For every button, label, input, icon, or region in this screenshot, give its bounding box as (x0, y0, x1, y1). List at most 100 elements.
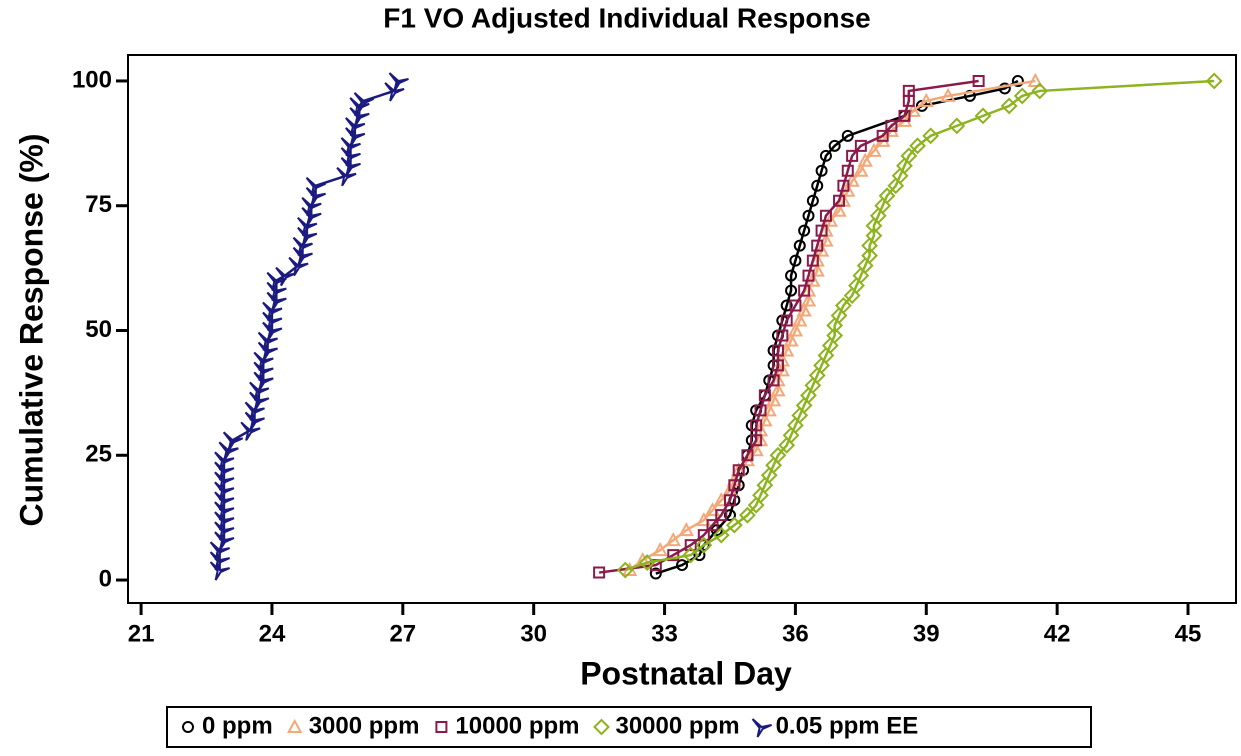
marker (725, 516, 743, 534)
marker (780, 299, 793, 312)
marker (244, 411, 265, 431)
marker (834, 297, 852, 314)
marker (787, 322, 804, 337)
legend-label: 10000 ppm (455, 712, 579, 739)
marker (340, 137, 361, 157)
marker (885, 119, 898, 132)
series-line (598, 79, 979, 574)
y-tick-label: 75 (85, 191, 112, 218)
legend-label: 0 ppm (202, 712, 273, 739)
marker (819, 149, 832, 162)
x-tick-label: 42 (1044, 620, 1071, 647)
marker (898, 109, 911, 122)
marker (771, 344, 784, 357)
marker (1027, 72, 1044, 87)
marker (652, 542, 668, 557)
marker (209, 561, 231, 581)
marker (806, 254, 819, 267)
marker (974, 107, 992, 125)
marker (806, 194, 819, 207)
series-line (628, 79, 1036, 572)
marker (349, 97, 370, 117)
marker (1011, 74, 1024, 87)
marker (831, 202, 847, 217)
marker (297, 216, 318, 237)
marker (754, 404, 767, 417)
marker (305, 186, 326, 207)
marker (802, 209, 815, 222)
x-axis-label: Postnatal Day (580, 655, 792, 691)
marker (1000, 97, 1018, 115)
legend-item: 10000 ppm (435, 712, 579, 739)
marker (918, 92, 934, 107)
marker (802, 269, 815, 282)
marker (780, 314, 793, 327)
marker (262, 321, 283, 342)
marker (972, 74, 985, 87)
marker (792, 312, 808, 327)
marker (846, 149, 859, 162)
marker (676, 559, 688, 572)
marker (649, 567, 662, 580)
marker (214, 481, 235, 501)
marker (865, 227, 883, 245)
chart-title: F1 VO Adjusted Individual Response (383, 2, 870, 33)
marker (214, 521, 235, 541)
marker (257, 331, 278, 352)
marker (240, 421, 261, 441)
legend-label: 30000 ppm (615, 712, 739, 739)
marker (214, 511, 235, 531)
marker (826, 327, 844, 344)
marker (253, 371, 274, 391)
legend-label: 3000 ppm (309, 712, 420, 739)
marker (767, 374, 780, 387)
marker (665, 532, 681, 547)
marker (857, 152, 873, 167)
y-tick-label: 50 (85, 316, 112, 343)
marker (853, 162, 869, 177)
marker (723, 509, 736, 522)
marker (815, 224, 828, 237)
marker (435, 721, 448, 733)
marker (785, 269, 798, 282)
marker (828, 139, 841, 152)
y-tick-label: 0 (99, 565, 112, 592)
series-line (655, 79, 1019, 575)
marker (922, 127, 940, 145)
marker (948, 117, 966, 135)
marker (593, 718, 610, 736)
marker (214, 491, 235, 511)
marker (769, 446, 787, 464)
marker (800, 292, 817, 307)
marker (771, 359, 784, 372)
y-tick-label: 100 (72, 66, 112, 93)
marker (214, 471, 235, 491)
marker (715, 509, 728, 522)
marker (750, 434, 763, 447)
marker (209, 551, 231, 571)
marker (1205, 72, 1223, 90)
marker (253, 351, 274, 371)
marker (214, 461, 235, 481)
marker (998, 82, 1011, 95)
marker (837, 179, 850, 192)
marker (345, 127, 366, 147)
marker (841, 129, 854, 142)
marker (723, 494, 736, 507)
legend-item: 30000 ppm (593, 712, 740, 739)
marker (833, 194, 846, 207)
marker (940, 87, 956, 102)
marker (861, 247, 878, 265)
marker (811, 179, 824, 192)
marker (266, 291, 287, 312)
marker (854, 139, 867, 152)
marker (793, 239, 806, 252)
legend-item: 0 ppm (182, 712, 273, 739)
marker (249, 391, 270, 411)
marker (388, 72, 409, 92)
marker (218, 441, 239, 461)
marker (682, 546, 700, 564)
marker (751, 718, 772, 738)
marker (878, 187, 896, 205)
x-tick-label: 39 (913, 620, 940, 647)
